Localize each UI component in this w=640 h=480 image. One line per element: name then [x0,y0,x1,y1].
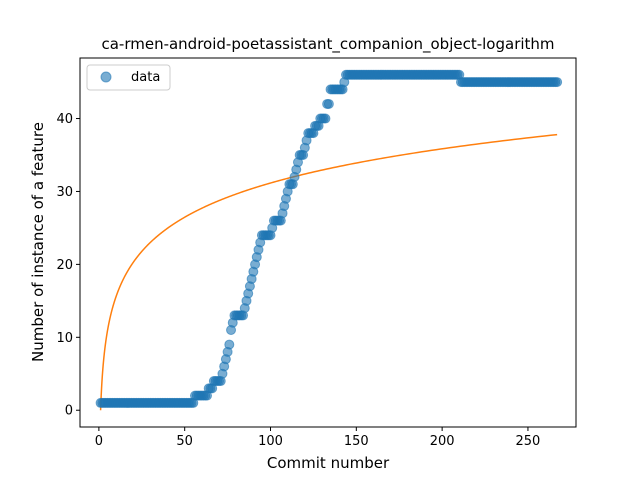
data-point [552,77,563,88]
legend-label: data [131,70,160,85]
chart-title: ca-rmen-android-poetassistant_companion_… [101,35,554,54]
data-point [320,113,331,124]
legend-box [86,64,171,91]
y-tick-label: 10 [56,331,73,346]
y-axis: 0 10 20 30 40 [56,112,80,419]
x-tick-label: 150 [344,434,369,449]
x-tick-label: 50 [176,434,193,449]
x-tick-label: 100 [258,434,283,449]
legend-marker [100,71,112,83]
data-point [323,98,334,109]
y-tick-label: 30 [56,185,73,200]
points-layer [95,69,563,408]
y-tick-label: 0 [65,404,73,419]
fit-line [99,133,558,411]
y-tick-label: 40 [56,112,73,127]
x-axis-label: Commit number [267,454,390,472]
x-tick-label: 250 [516,434,541,449]
plot-frame [79,57,577,428]
x-tick-label: 200 [430,434,455,449]
data-point [224,339,235,350]
y-axis-label: Number of instance of a feature [29,122,47,362]
fit-layer [99,133,558,411]
legend: data [86,64,171,91]
x-axis: 0 50 100 150 200 250 [95,427,541,449]
x-tick-label: 0 [95,434,103,449]
y-tick-label: 20 [56,258,73,273]
